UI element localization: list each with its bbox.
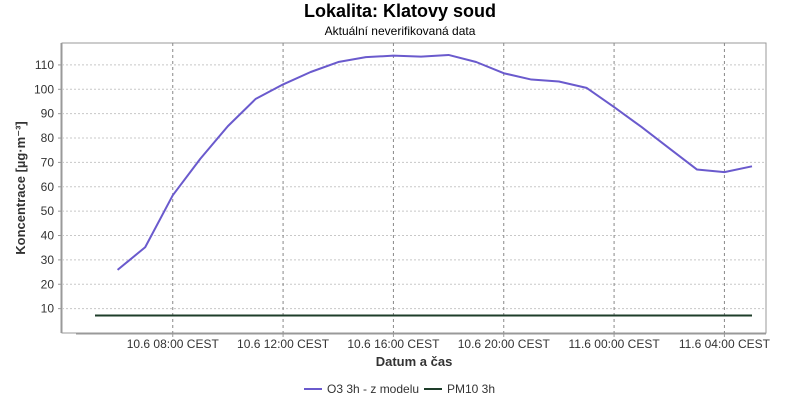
y-tick-label: 100 xyxy=(34,82,54,96)
y-tick-label: 40 xyxy=(41,229,55,243)
y-tick-label: 50 xyxy=(41,204,55,218)
x-tick-label: 10.6 08:00 CEST xyxy=(127,337,220,351)
grid xyxy=(62,43,766,333)
axes: 10 20 30 40 50 60 70 80 90 100 110 10.6 08:00 CEST 1… xyxy=(34,43,771,351)
series-line-o3 xyxy=(116,53,753,271)
legend-label: PM10 3h xyxy=(447,382,495,396)
y-tick-label: 70 xyxy=(41,155,55,169)
plot-area xyxy=(61,42,767,334)
x-tick-label: 11.6 04:00 CEST xyxy=(679,337,771,351)
chart-subtitle: Aktuální neverifikovaná data xyxy=(324,24,476,38)
y-tick-label: 20 xyxy=(41,277,55,291)
legend: O3 3h - z modelu PM10 3h xyxy=(304,382,495,396)
y-tick-label: 110 xyxy=(35,58,54,72)
y-tick-label: 90 xyxy=(41,107,55,121)
x-tick-label: 10.6 20:00 CEST xyxy=(458,337,551,351)
chart-title: Lokalita: Klatovy soud xyxy=(303,1,497,21)
legend-label: O3 3h - z modelu xyxy=(327,382,419,396)
y-tick-label: 80 xyxy=(41,131,55,145)
y-axis-label: Koncentrace [µg·m⁻³] xyxy=(13,121,28,255)
x-axis-label: Datum a čas xyxy=(376,354,453,369)
series-group xyxy=(95,53,753,317)
y-tick-label: 30 xyxy=(41,253,55,267)
y-tick-label: 10 xyxy=(41,302,55,316)
x-tick-label: 11.6 00:00 CEST xyxy=(568,337,660,351)
x-tick-label: 10.6 12:00 CEST xyxy=(237,337,330,351)
x-tick-label: 10.6 16:00 CEST xyxy=(347,337,440,351)
y-tick-label: 60 xyxy=(41,180,55,194)
